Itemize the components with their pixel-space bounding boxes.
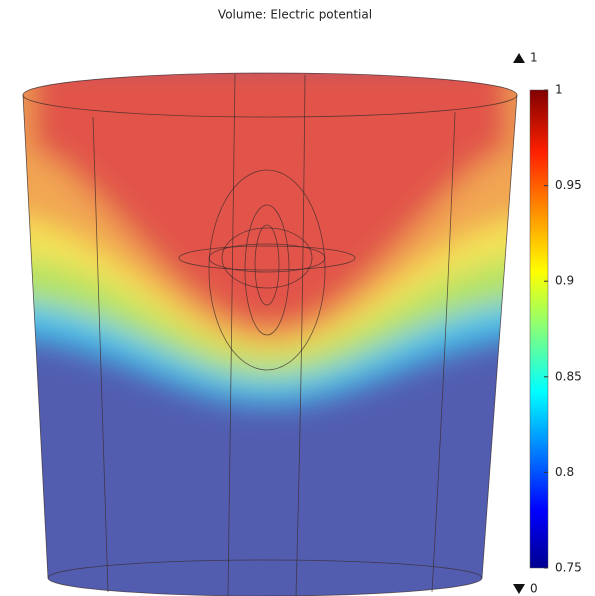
wireframe [22,72,518,596]
min-marker [513,584,525,594]
colorbar-tick-label: 0.9 [555,274,574,288]
colorbar-tick-label: 0.75 [555,561,582,575]
title: Volume: Electric potential [218,8,372,22]
colorbar-tick-label: 0.85 [555,369,582,383]
colorbar [529,89,549,569]
volume-body [23,73,517,596]
colorbar-tick-label: 0.8 [555,465,574,479]
max-label: 1 [530,51,538,65]
max-marker [513,53,525,63]
colorbar-tick-label: 1 [555,83,563,97]
min-label: 0 [530,582,538,596]
colorbar-tick-label: 0.95 [555,178,582,192]
